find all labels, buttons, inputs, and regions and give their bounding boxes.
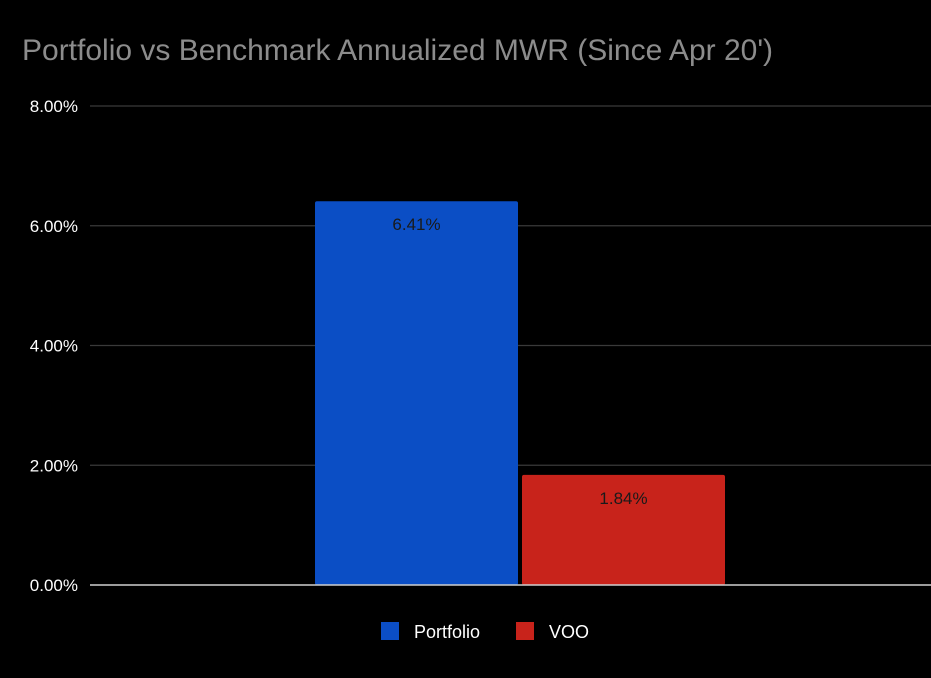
y-tick-label: 8.00% [30,97,78,116]
chart-title: Portfolio vs Benchmark Annualized MWR (S… [22,34,773,67]
bars [315,201,725,586]
legend: Portfolio VOO [381,622,589,642]
legend-label: VOO [549,622,589,642]
legend-swatch [516,622,534,640]
legend-item-voo: VOO [516,622,589,642]
bar-portfolio [315,201,518,586]
data-label-portfolio: 6.41% [392,215,440,234]
y-tick-label: 0.00% [30,576,78,595]
legend-swatch [381,622,399,640]
y-tick-label: 6.00% [30,217,78,236]
y-tick-label: 4.00% [30,337,78,356]
legend-label: Portfolio [414,622,480,642]
data-labels: 6.41% 1.84% [392,215,647,508]
bar-voo [522,474,725,585]
legend-item-portfolio: Portfolio [381,622,480,642]
y-tick-label: 2.00% [30,456,78,475]
data-label-voo: 1.84% [599,489,647,508]
y-axis-ticks: 0.00% 2.00% 4.00% 6.00% 8.00% [30,97,78,595]
